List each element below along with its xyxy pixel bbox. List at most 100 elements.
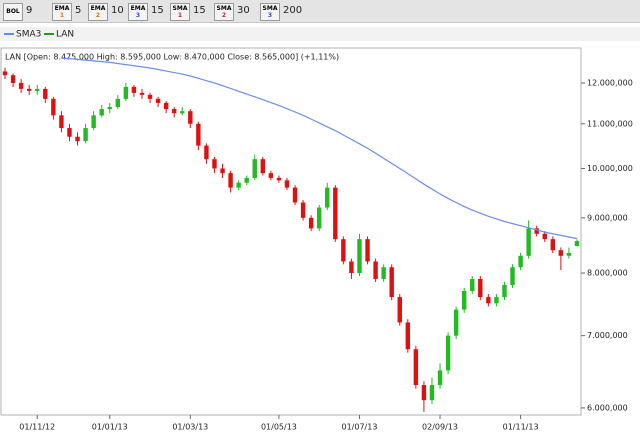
x-tick-label: 01/05/13 [261,423,297,432]
candle-body [83,128,88,142]
candle-body [220,168,225,174]
candle-body [566,252,572,256]
candle-body [196,123,201,146]
info-text: LAN [Open: 8.475,000 High: 8.595,000 Low… [5,53,339,62]
candle-body [308,217,314,229]
candle-body [147,94,153,99]
y-tick-label: 11.000,000 [587,119,633,128]
candle-body [357,239,362,274]
candle-body [325,187,330,208]
candle-body [171,109,177,114]
indicator-index: 1 [59,12,65,19]
candle-body [510,267,515,285]
candle-body [486,297,491,304]
candle-body [43,88,48,99]
candle-body [99,109,104,116]
indicator-button[interactable]: SMA 3 [260,3,280,21]
candle-body [155,98,161,103]
candle-body [163,102,169,110]
x-tick-label: 01/11/13 [503,423,539,432]
indicator-button[interactable]: SMA 2 [214,3,234,21]
candle-body [123,86,129,99]
candle-body [429,385,435,401]
indicator-value: 200 [283,5,303,16]
y-tick-label: 8.000,000 [587,269,628,278]
candle-body [502,284,507,298]
y-tick-label: 7.000,000 [587,331,628,340]
candle-body [139,92,145,95]
indicator-name: SMA [262,5,278,12]
candle-body [389,267,394,298]
candle-body [341,239,346,262]
indicator-value: 15 [193,5,206,16]
candle-body [10,75,16,83]
x-tick-label: 01/01/13 [92,423,128,432]
legend-label: LAN [56,30,74,40]
toolbar: BOL 9 EMA 1 5 EMA 2 10 EMA 3 15 SMA 1 15 SMA 2 30 SMA 3 200 [0,0,640,23]
candle-body [373,261,378,279]
candle-body [67,128,72,137]
candle-body [292,187,298,203]
candle-body [252,159,257,178]
candle-body [107,107,112,110]
candle-body [478,278,483,298]
candle-body [18,82,24,89]
indicator-name: SMA [216,5,232,12]
candle-body [300,202,306,218]
x-tick-label: 01/07/13 [342,423,378,432]
legend-label: SMA3 [16,30,41,40]
y-tick-label: 12.000,000 [587,78,633,87]
indicator-button[interactable]: BOL [3,3,23,21]
candle-body [534,228,539,234]
candle-body [268,173,274,178]
indicator-name: EMA [130,5,146,12]
candle-body [405,322,411,350]
candle-body [445,335,451,371]
candle-body [470,278,475,291]
indicator-index: 2 [95,12,101,19]
indicator-name: EMA [90,5,106,12]
legend-bar [0,27,640,41]
candle-body [437,370,443,386]
candle-body [333,187,338,240]
candle-body [2,71,8,76]
chart: LAN [Open: 8.475,000 High: 8.595,000 Low… [0,27,640,432]
candle-body [421,385,427,401]
indicator-name: SMA [172,5,188,12]
candle-body [236,182,241,188]
indicator-name: EMA [54,5,70,12]
candle-body [51,98,56,116]
candle-body [35,88,40,91]
candle-body [550,239,556,251]
candle-body [365,239,370,262]
candle-body [204,145,209,160]
candle-body [526,228,531,256]
candle-body [276,177,282,181]
candle-body [75,136,80,142]
indicator-value: 10 [111,5,124,16]
indicator-button[interactable]: SMA 1 [170,3,190,21]
candle-body [228,173,233,188]
candle-body [316,207,322,229]
indicator-name: BOL [6,8,20,15]
indicator-button[interactable]: EMA 1 [52,3,72,21]
candle-body [461,290,467,310]
indicator-index: 1 [177,12,183,19]
x-tick-label: 01/03/13 [172,423,208,432]
candle-body [212,159,217,169]
indicator-value: 9 [26,5,33,16]
x-tick-label: 02/09/13 [422,423,458,432]
indicator-button[interactable]: EMA 3 [128,3,148,21]
candle-body [542,233,547,240]
candle-body [59,115,64,129]
indicator-button[interactable]: EMA 2 [88,3,108,21]
y-tick-label: 6.000,000 [587,403,628,412]
candle-body [518,255,523,268]
candle-body [115,98,121,108]
candle-body [131,86,137,93]
candle-body [91,115,96,129]
candle-body [381,267,386,279]
candle-body [180,111,185,114]
indicator-value: 30 [237,5,250,16]
